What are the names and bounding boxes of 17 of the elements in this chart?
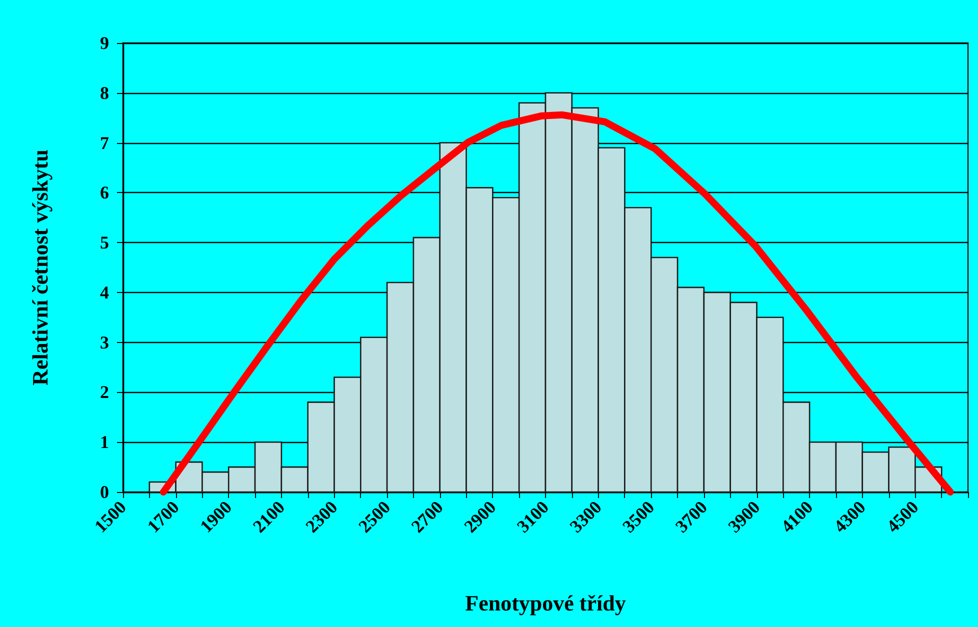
y-tick-label: 6 bbox=[100, 182, 109, 203]
x-tick-label: 4500 bbox=[882, 496, 922, 537]
y-tick-label: 4 bbox=[100, 282, 109, 302]
y-tick-label: 9 bbox=[100, 33, 109, 53]
x-tick-label: 4100 bbox=[777, 496, 817, 537]
y-tick-label: 2 bbox=[100, 382, 109, 402]
y-tick-label: 7 bbox=[100, 132, 109, 153]
x-tick-label: 4300 bbox=[830, 496, 870, 537]
x-tick-label: 1700 bbox=[143, 496, 183, 537]
x-axis-title: Fenotypové třídy bbox=[465, 590, 626, 616]
y-tick-label: 8 bbox=[100, 82, 109, 103]
y-tick-label: 1 bbox=[100, 432, 109, 452]
y-axis-title: Relativní četnost výskytu bbox=[28, 150, 52, 386]
y-tick-label: 5 bbox=[100, 232, 109, 253]
y-tick-label: 0 bbox=[100, 482, 109, 502]
x-tick-label: 1900 bbox=[196, 496, 236, 537]
y-tick-label: 3 bbox=[100, 332, 109, 352]
